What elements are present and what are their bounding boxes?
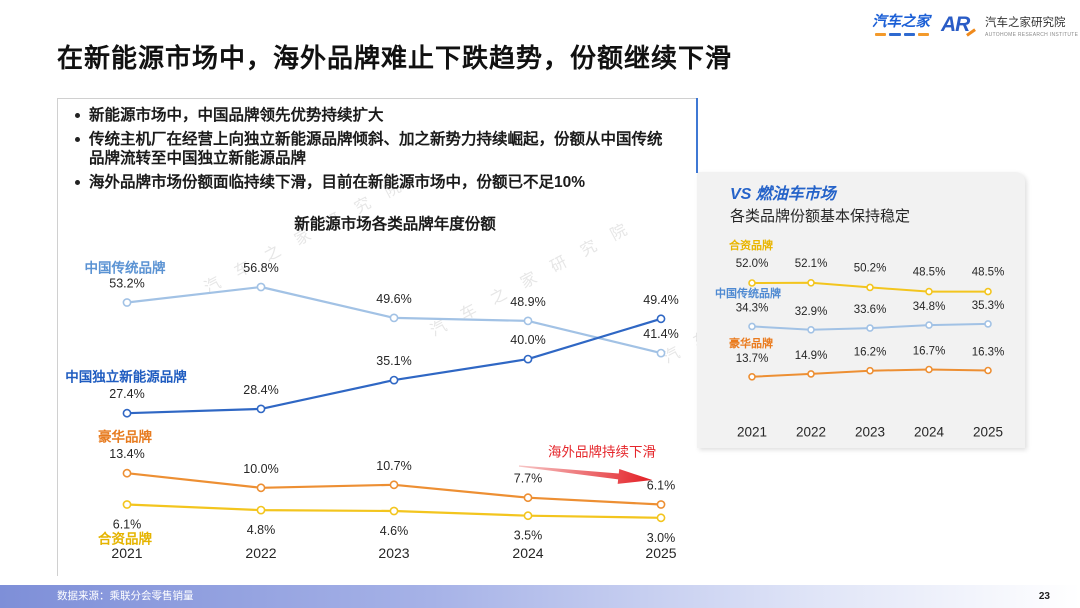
ice-chart-subtitle: 各类品牌份额基本保持稳定 (730, 208, 911, 225)
bullet-item: 海外品牌市场份额面临持续下滑，目前在新能源市场中，份额已不足10% (73, 173, 671, 192)
footer-bar: 数据来源：乘联分会零售销量 23 (0, 585, 1080, 608)
bullet-item: 新能源市场中，中国品牌领先优势持续扩大 (73, 106, 671, 125)
tagline-segment (917, 33, 929, 36)
bullet-text: 海外品牌市场份额面临持续下滑，目前在新能源市场中，份额已不足10% (89, 174, 586, 191)
panel-connector-line (696, 98, 698, 173)
tagline-segment (889, 33, 901, 36)
page-number: 23 (1038, 591, 1050, 602)
bullet-dot (75, 113, 80, 118)
logo-tagline-decoration (875, 33, 929, 36)
ice-market-panel (697, 172, 1025, 448)
nev-chart-title: 新能源市场各类品牌年度份额 (294, 216, 496, 233)
research-institute-name-en: AUTOHOME RESEARCH INSTITUTE (985, 32, 1079, 38)
ice-chart-title: VS 燃油车市场 (730, 186, 836, 203)
data-source-note: 数据来源：乘联分会零售销量 (57, 590, 194, 602)
bullet-dot (75, 137, 80, 142)
tagline-segment (903, 33, 915, 36)
bullet-dot (75, 180, 80, 185)
bullet-list: 新能源市场中，中国品牌领先优势持续扩大 传统主机厂在经营上向独立新能源品牌倾斜、… (73, 106, 671, 197)
research-institute-mark: AR (941, 13, 970, 36)
bullet-item: 传统主机厂在经营上向独立新能源品牌倾斜、加之新势力持续崛起，份额从中国传统品牌流… (73, 130, 671, 168)
research-institute-name: 汽车之家研究院 (985, 17, 1066, 29)
page-title: 在新能源市场中，海外品牌难止下跌趋势，份额继续下滑 (57, 43, 733, 73)
tagline-segment (875, 33, 887, 36)
autohome-logo: 汽车之家 (872, 14, 930, 30)
bullet-text: 新能源市场中，中国品牌领先优势持续扩大 (89, 107, 384, 124)
bullet-text: 传统主机厂在经营上向独立新能源品牌倾斜、加之新势力持续崛起，份额从中国传统品牌流… (89, 131, 663, 167)
